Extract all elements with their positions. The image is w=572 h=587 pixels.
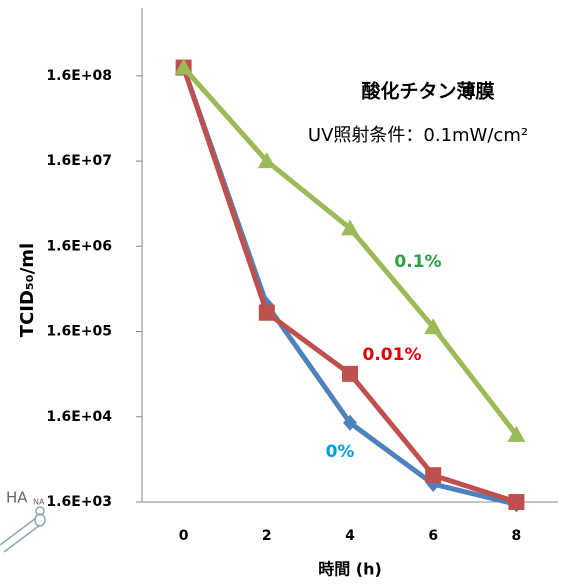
y-tick-label: 1.6E+06	[46, 238, 112, 254]
icon-label: HA	[6, 489, 28, 507]
y-tick-label: 1.6E+03	[46, 494, 112, 510]
x-tick-label: 2	[262, 528, 272, 544]
annotation: UV照射条件：0.1mW/cm²	[308, 125, 528, 146]
x-axis-label: 時間 (h)	[318, 560, 382, 579]
y-tick-label: 1.6E+07	[46, 153, 112, 169]
marker	[508, 494, 524, 510]
icon-label: NA	[33, 498, 45, 507]
chart: 酸化チタン薄膜 UV照射条件：0.1mW/cm² TCID₅₀/ml 時間 (h…	[0, 0, 572, 587]
molecule-icon	[0, 507, 45, 552]
x-tick-label: 4	[345, 528, 355, 544]
x-tick-label: 0	[179, 528, 189, 544]
marker	[342, 366, 358, 382]
y-tick-label: 1.6E+04	[46, 409, 112, 425]
marker	[259, 305, 275, 321]
x-tick-label: 8	[512, 528, 522, 544]
x-tick-label: 6	[428, 528, 438, 544]
series-label: 0.1%	[394, 252, 441, 272]
y-tick-label: 1.6E+05	[46, 324, 112, 340]
annotation: 酸化チタン薄膜	[361, 80, 494, 103]
y-tick-label: 1.6E+08	[46, 68, 112, 84]
marker	[425, 467, 441, 483]
series-label: 0.01%	[363, 345, 422, 365]
series-label: 0%	[326, 442, 355, 462]
y-axis-label: TCID₅₀/ml	[17, 243, 38, 337]
